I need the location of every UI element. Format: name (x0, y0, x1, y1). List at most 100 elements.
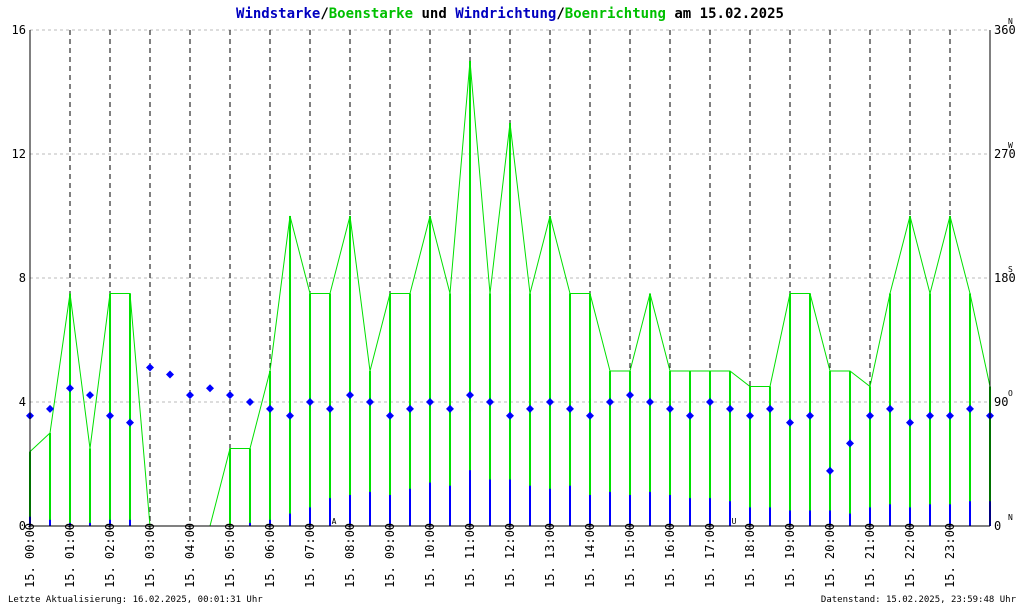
y2-tick-label: 90 (994, 395, 1008, 409)
direction-point (966, 404, 974, 413)
direction-point (106, 411, 114, 420)
direction-point (866, 411, 874, 420)
compass-label: S (1008, 265, 1013, 274)
day-marker: A (332, 517, 337, 526)
y2-tick-label: 180 (994, 271, 1016, 285)
x-tick-label: 15. 18:00 (743, 523, 757, 588)
direction-point (586, 411, 594, 420)
direction-point (146, 363, 154, 372)
direction-point (826, 466, 834, 475)
title-part2: Boenstarke (329, 6, 413, 22)
x-tick-label: 15. 07:00 (303, 523, 317, 588)
direction-point (466, 391, 474, 400)
x-tick-label: 15. 21:00 (863, 523, 877, 588)
footer-right: Datenstand: 15.02.2025, 23:59:48 Uhr (821, 595, 1017, 605)
series-wind (29, 470, 991, 526)
x-tick-label: 15. 11:00 (463, 523, 477, 588)
direction-point (666, 404, 674, 413)
compass-label: W (1008, 141, 1013, 150)
direction-point (546, 398, 554, 406)
y-tick-label: 0 (19, 519, 26, 533)
title-part3: Windrichtung (455, 6, 556, 22)
x-tick-label: 15. 15:00 (623, 523, 637, 588)
x-tick-label: 15. 05:00 (223, 523, 237, 588)
x-tick-label: 15. 09:00 (383, 523, 397, 588)
x-tick-label: 15. 20:00 (823, 523, 837, 588)
direction-point (346, 391, 354, 400)
direction-point (726, 404, 734, 413)
direction-point (366, 398, 374, 406)
direction-point (606, 398, 614, 406)
compass-label: N (1008, 17, 1013, 26)
direction-point (246, 398, 254, 406)
direction-point (226, 391, 234, 400)
y2-tick-label: 360 (994, 23, 1016, 37)
compass-label: O (1008, 389, 1013, 398)
direction-point (506, 411, 514, 420)
direction-point (486, 398, 494, 406)
direction-point (766, 404, 774, 413)
x-tick-label: 15. 00:00 (23, 523, 37, 588)
x-tick-label: 15. 14:00 (583, 523, 597, 588)
direction-point (526, 404, 534, 413)
direction-point (746, 411, 754, 420)
chart-title: Windstarke/Boenstarke und Windrichtung/B… (236, 6, 784, 22)
direction-point (886, 404, 894, 413)
direction-point (446, 404, 454, 413)
title-sep2: / (556, 6, 564, 22)
direction-point (206, 384, 214, 393)
y-tick-label: 16 (12, 23, 26, 37)
title-mid: und (413, 6, 455, 22)
direction-point (946, 411, 954, 420)
x-tick-label: 15. 04:00 (183, 523, 197, 588)
y-tick-label: 12 (12, 147, 26, 161)
direction-point (786, 418, 794, 427)
direction-point (926, 411, 934, 420)
direction-point (706, 398, 714, 406)
direction-point (626, 391, 634, 400)
y2-tick-label: 270 (994, 147, 1016, 161)
title-part4: Boenrichtung (565, 6, 666, 22)
direction-point (846, 439, 854, 448)
direction-point (126, 418, 134, 427)
y-tick-label: 8 (19, 271, 26, 285)
y-tick-label: 4 (19, 395, 26, 409)
direction-point (306, 398, 314, 406)
x-tick-label: 15. 10:00 (423, 523, 437, 588)
direction-point (806, 411, 814, 420)
direction-point (686, 411, 694, 420)
axes (29, 30, 991, 530)
direction-point (46, 404, 54, 413)
x-tick-label: 15. 03:00 (143, 523, 157, 588)
footer-left: Letzte Aktualisierung: 16.02.2025, 00:01… (8, 595, 263, 605)
x-tick-label: 15. 19:00 (783, 523, 797, 588)
day-marker: U (732, 517, 737, 526)
direction-point (186, 391, 194, 400)
x-tick-label: 15. 01:00 (63, 523, 77, 588)
x-tick-label: 15. 22:00 (903, 523, 917, 588)
direction-point (66, 384, 74, 393)
x-tick-label: 15. 13:00 (543, 523, 557, 588)
direction-point (406, 404, 414, 413)
direction-point (386, 411, 394, 420)
x-tick-label: 15. 08:00 (343, 523, 357, 588)
series-direction (26, 363, 994, 475)
x-tick-label: 15. 17:00 (703, 523, 717, 588)
direction-point (266, 404, 274, 413)
x-tick-label: 15. 06:00 (263, 523, 277, 588)
x-tick-label: 15. 12:00 (503, 523, 517, 588)
direction-point (166, 370, 174, 379)
direction-point (426, 398, 434, 406)
direction-point (646, 398, 654, 406)
title-sep1: / (320, 6, 328, 22)
direction-point (286, 411, 294, 420)
x-tick-label: 15. 02:00 (103, 523, 117, 588)
direction-point (326, 404, 334, 413)
title-suffix: am 15.02.2025 (666, 6, 784, 22)
title-part1: Windstarke (236, 6, 320, 22)
compass-label: N (1008, 513, 1013, 522)
x-tick-label: 15. 16:00 (663, 523, 677, 588)
x-tick-label: 15. 23:00 (943, 523, 957, 588)
